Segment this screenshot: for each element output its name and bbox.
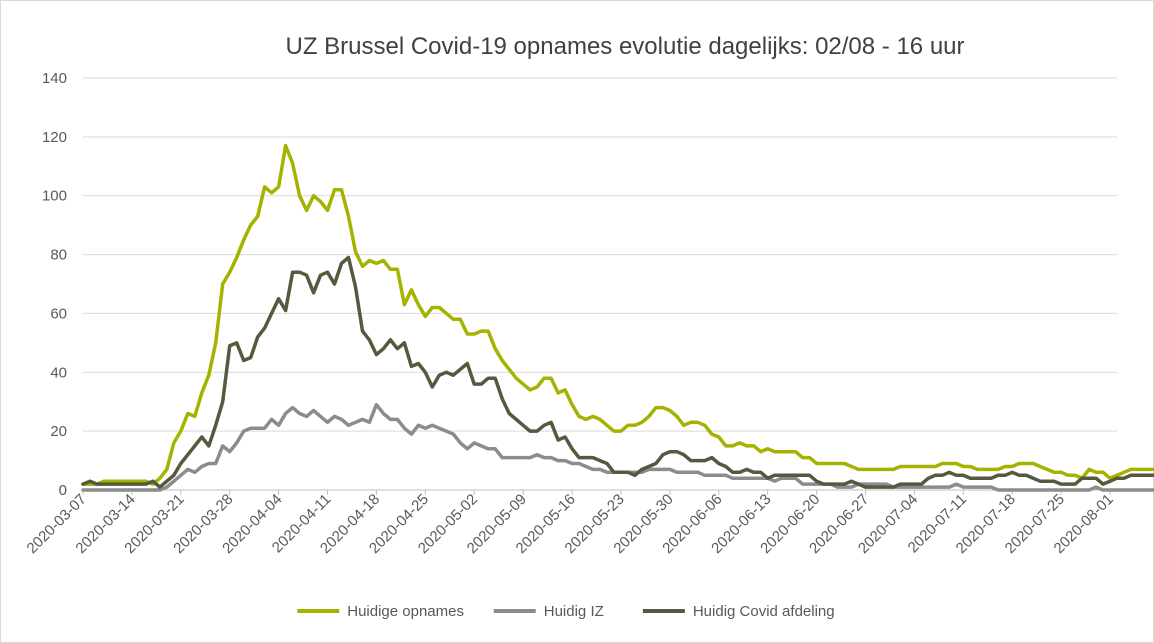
- y-tick-label: 0: [59, 482, 67, 499]
- legend-label: Huidig IZ: [544, 603, 604, 620]
- series-line-3: [81, 255, 1154, 489]
- legend-label: Huidig Covid afdeling: [693, 603, 835, 620]
- series-line-1: [81, 143, 1154, 486]
- y-tick-label: 120: [42, 129, 67, 146]
- legend-label: Huidige opnames: [347, 603, 464, 620]
- y-tick-label: 140: [42, 70, 67, 87]
- series-lines: [81, 143, 1154, 492]
- y-tick-label: 40: [50, 364, 67, 381]
- y-tick-label: 100: [42, 188, 67, 205]
- y-tick-label: 80: [50, 247, 67, 264]
- gridlines: [83, 77, 1117, 491]
- y-tick-label: 60: [50, 305, 67, 322]
- x-axis-ticks: 2020-03-072020-03-142020-03-212020-03-28…: [24, 490, 1117, 557]
- y-axis-ticks: 0 20 40 60 80 100 120 140: [42, 70, 67, 499]
- legend: Huidige opnames Huidig IZ Huidig Covid afd…: [297, 603, 835, 620]
- y-tick-label: 20: [50, 423, 67, 440]
- chart-title: UZ Brussel Covid-19 opnames evolutie dag…: [285, 33, 964, 60]
